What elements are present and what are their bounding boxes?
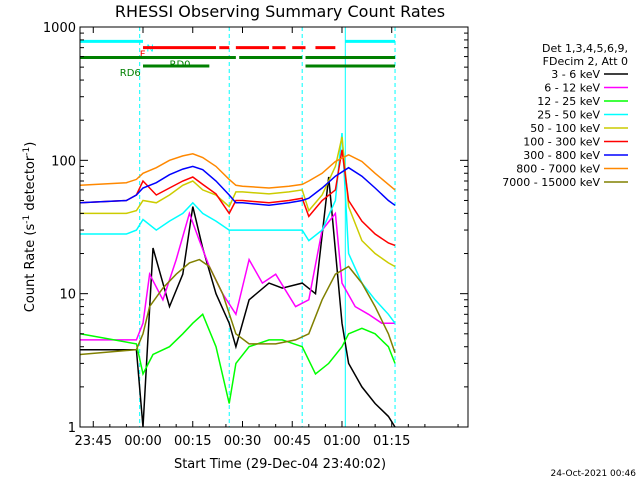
legend-label-50-100-kev: 50 - 100 keV	[530, 122, 600, 135]
y-tick-label-1000: 1000	[43, 21, 76, 36]
state-bars: NFRD0RD6	[80, 39, 396, 79]
x-tick-label-00-15: 00:15	[174, 434, 211, 449]
y-tick-label-1: 1	[68, 421, 76, 436]
x-tick-label-23-45: 23:45	[75, 434, 112, 449]
y-tick-label-10: 10	[59, 288, 76, 303]
legend-label-3-6-kev: 3 - 6 keV	[551, 68, 600, 81]
chart-title: RHESSI Observing Summary Count Rates	[115, 2, 445, 21]
y-tick-label-100: 100	[51, 154, 76, 169]
legend-label-300-800-kev: 300 - 800 keV	[523, 149, 600, 162]
series-50-100-kev	[80, 136, 396, 268]
x-axis-ticks: 23:45 00:00 00:15 00:30 00:45 01:00 01:15	[75, 27, 459, 449]
y-axis-label-mid: detector	[23, 155, 38, 215]
series-800-7000-kev	[79, 153, 396, 191]
legend-label-800-7000-kev: 800 - 7000 keV	[516, 163, 600, 176]
x-tick-label-00-30: 00:30	[224, 434, 261, 449]
legend-header-line-1: Det 1,3,4,5,6,9,	[542, 42, 628, 55]
bar-label-rd6: RD6	[120, 68, 141, 79]
bar-label-f: F	[140, 50, 146, 61]
legend-label-25-50-kev: 25 - 50 keV	[537, 109, 600, 122]
series-25-50-kev	[80, 133, 396, 324]
plot-frame	[79, 26, 469, 428]
series-7000-15000-kev	[79, 258, 396, 356]
count-rate-series	[79, 133, 396, 428]
y-axis-ticks: 1 10 100 1000	[43, 21, 468, 436]
y-axis-label-sup1: -1	[22, 215, 32, 224]
y-axis-label-end: )	[23, 142, 38, 147]
legend-label-6-12-kev: 6 - 12 keV	[544, 82, 600, 95]
y-axis-label: Count Rate (s-1 detector-1)	[22, 142, 38, 313]
x-axis-label: Start Time (29-Dec-04 23:40:02)	[174, 457, 386, 472]
series-3-6-kev	[80, 176, 396, 428]
legend: Det 1,3,4,5,6,9, FDecim 2, Att 0 3 - 6 k…	[502, 42, 628, 189]
timestamp: 24-Oct-2021 00:46	[551, 469, 637, 479]
series-300-800-kev	[79, 165, 396, 207]
legend-label-12-25-kev: 12 - 25 keV	[537, 95, 600, 108]
x-tick-label-01-15: 01:15	[373, 434, 410, 449]
legend-header-line-2: FDecim 2, Att 0	[543, 55, 628, 68]
x-tick-label-01-00: 01:00	[323, 434, 360, 449]
series-100-300-kev	[79, 149, 396, 247]
series-12-25-kev	[79, 313, 396, 404]
legend-label-100-300-kev: 100 - 300 keV	[523, 136, 600, 149]
series-6-12-kev	[80, 210, 395, 341]
x-tick-label-00-00: 00:00	[124, 434, 161, 449]
y-axis-label-main: Count Rate (s	[23, 224, 38, 313]
y-axis-label-sup2: -1	[22, 147, 32, 156]
x-tick-label-00-45: 00:45	[274, 434, 311, 449]
legend-label-7000-15000-kev: 7000 - 15000 keV	[502, 176, 600, 189]
